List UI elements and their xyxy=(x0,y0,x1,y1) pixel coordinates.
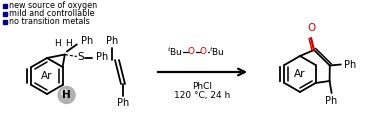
Circle shape xyxy=(61,90,67,96)
Text: Ph: Ph xyxy=(325,96,338,106)
Text: Ph: Ph xyxy=(117,98,129,108)
Text: Ar: Ar xyxy=(41,71,53,81)
Text: H: H xyxy=(54,40,61,49)
Text: O: O xyxy=(307,23,315,33)
Circle shape xyxy=(58,87,75,103)
Text: 120 °C, 24 h: 120 °C, 24 h xyxy=(174,91,231,100)
Bar xyxy=(3,4,7,8)
Text: O: O xyxy=(200,47,207,57)
Text: H: H xyxy=(62,90,71,100)
Text: O: O xyxy=(188,47,195,57)
Text: Ph: Ph xyxy=(106,36,118,46)
Text: $^t$Bu: $^t$Bu xyxy=(167,46,183,58)
Text: Ar: Ar xyxy=(294,69,306,79)
Text: new source of oxygen: new source of oxygen xyxy=(9,1,97,10)
Text: Ph: Ph xyxy=(81,36,93,46)
Text: no transition metals: no transition metals xyxy=(9,18,90,27)
Text: H: H xyxy=(65,40,72,49)
Text: mild and controllable: mild and controllable xyxy=(9,10,94,18)
Text: PhCl: PhCl xyxy=(192,82,212,91)
Text: $^t$Bu: $^t$Bu xyxy=(209,46,225,58)
Bar xyxy=(3,20,7,24)
Text: S: S xyxy=(77,53,84,62)
Text: Ph: Ph xyxy=(344,59,356,70)
Text: Ph: Ph xyxy=(96,53,108,62)
Bar xyxy=(3,12,7,16)
